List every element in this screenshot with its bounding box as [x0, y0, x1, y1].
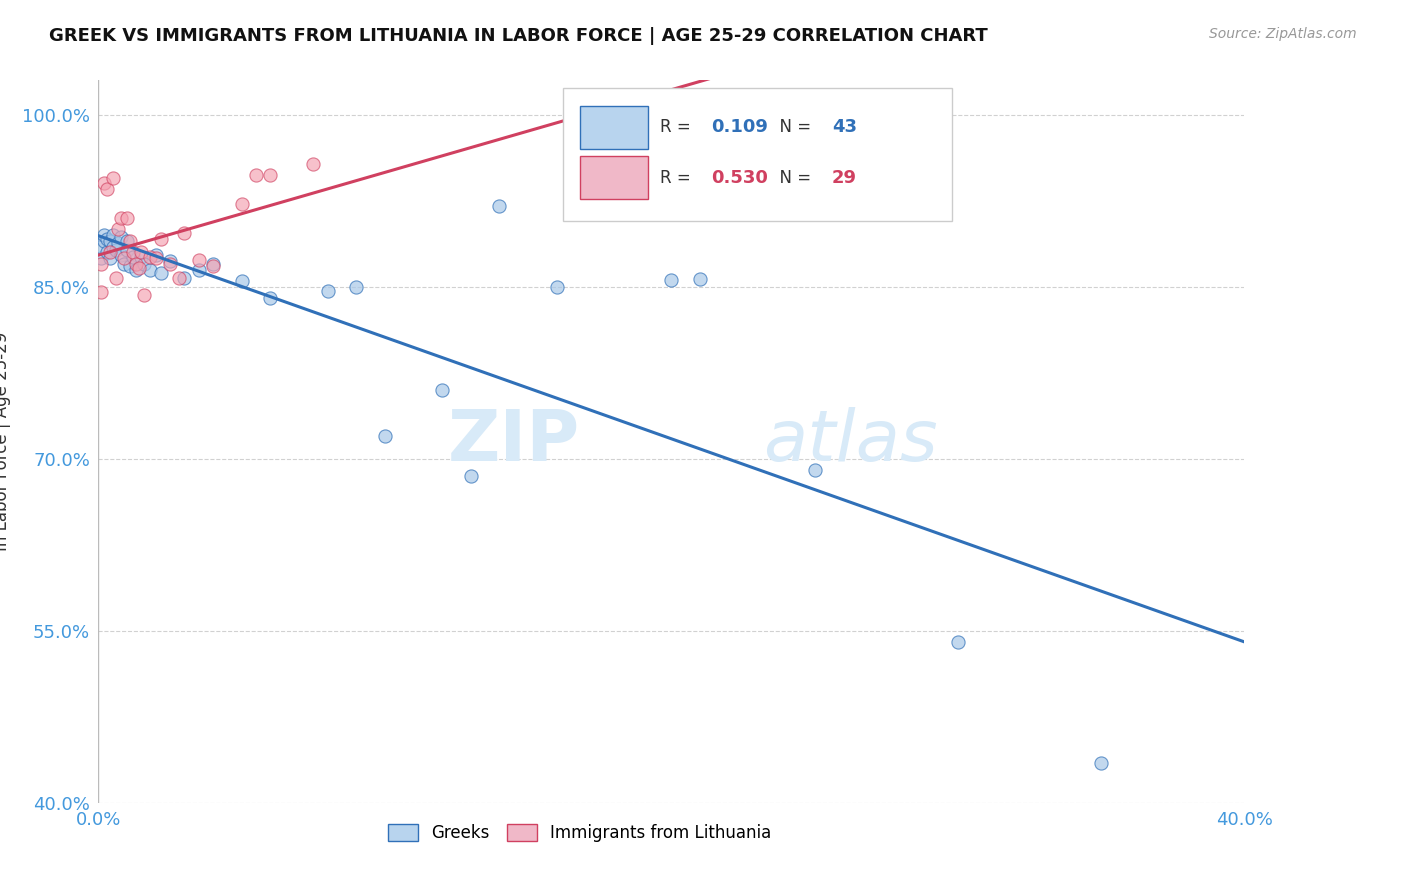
- Text: Source: ZipAtlas.com: Source: ZipAtlas.com: [1209, 27, 1357, 41]
- Point: [187, 262, 209, 277]
- FancyBboxPatch shape: [579, 105, 648, 149]
- Point: [259, 169, 281, 183]
- Point: [546, 279, 568, 293]
- Point: [107, 222, 129, 236]
- Point: [134, 257, 156, 271]
- Point: [134, 287, 156, 301]
- Point: [90, 257, 112, 271]
- Point: [96, 182, 118, 196]
- Text: R =: R =: [659, 169, 696, 186]
- Point: [104, 243, 127, 257]
- Point: [245, 169, 267, 183]
- Point: [96, 245, 118, 260]
- Point: [159, 254, 181, 268]
- Point: [316, 285, 339, 299]
- FancyBboxPatch shape: [562, 87, 952, 221]
- Point: [131, 245, 153, 260]
- Text: 0.530: 0.530: [711, 169, 768, 186]
- Point: [124, 262, 146, 277]
- Point: [118, 259, 141, 273]
- Point: [374, 429, 396, 443]
- Point: [145, 247, 167, 261]
- Point: [107, 236, 129, 251]
- Point: [93, 177, 115, 191]
- Point: [101, 170, 124, 185]
- Point: [803, 463, 825, 477]
- Point: [115, 211, 138, 225]
- Point: [488, 199, 510, 213]
- Point: [202, 257, 225, 271]
- Point: [231, 197, 253, 211]
- Point: [689, 271, 711, 285]
- Point: [118, 234, 141, 248]
- Point: [202, 259, 225, 273]
- Point: [259, 291, 281, 305]
- Text: GREEK VS IMMIGRANTS FROM LITHUANIA IN LABOR FORCE | AGE 25-29 CORRELATION CHART: GREEK VS IMMIGRANTS FROM LITHUANIA IN LA…: [49, 27, 988, 45]
- Point: [139, 262, 162, 277]
- Point: [112, 257, 135, 271]
- Point: [93, 234, 115, 248]
- Point: [104, 270, 127, 285]
- Point: [110, 211, 132, 225]
- Text: R =: R =: [659, 119, 696, 136]
- Point: [90, 251, 112, 265]
- Point: [1090, 756, 1112, 770]
- Point: [110, 230, 132, 244]
- Point: [90, 239, 112, 253]
- Point: [121, 250, 143, 264]
- Y-axis label: In Labor Force | Age 25-29: In Labor Force | Age 25-29: [0, 332, 11, 551]
- Point: [430, 383, 453, 397]
- Point: [187, 253, 209, 268]
- Point: [121, 245, 143, 260]
- FancyBboxPatch shape: [579, 156, 648, 200]
- Point: [661, 273, 683, 287]
- Point: [460, 469, 482, 483]
- Point: [101, 228, 124, 243]
- Text: ZIP: ZIP: [447, 407, 579, 476]
- Point: [98, 251, 121, 265]
- Point: [90, 285, 112, 300]
- Point: [98, 234, 121, 248]
- Text: N =: N =: [769, 119, 815, 136]
- Point: [302, 157, 325, 171]
- Point: [98, 245, 121, 260]
- Point: [145, 251, 167, 265]
- Point: [115, 234, 138, 248]
- Point: [124, 257, 146, 271]
- Point: [173, 270, 195, 285]
- Point: [173, 226, 195, 240]
- Point: [131, 250, 153, 264]
- Text: 0.109: 0.109: [711, 119, 768, 136]
- Point: [139, 250, 162, 264]
- Point: [110, 247, 132, 261]
- Point: [96, 231, 118, 245]
- Text: 29: 29: [832, 169, 856, 186]
- Point: [159, 257, 181, 271]
- Legend: Greeks, Immigrants from Lithuania: Greeks, Immigrants from Lithuania: [381, 817, 778, 848]
- Point: [101, 239, 124, 253]
- Text: 43: 43: [832, 119, 856, 136]
- Text: N =: N =: [769, 169, 815, 186]
- Point: [231, 274, 253, 288]
- Point: [167, 270, 190, 285]
- Point: [946, 635, 969, 649]
- Point: [150, 231, 173, 245]
- Point: [115, 243, 138, 257]
- Point: [344, 279, 367, 293]
- Point: [93, 228, 115, 243]
- Point: [150, 266, 173, 280]
- Point: [112, 251, 135, 265]
- Point: [128, 261, 150, 276]
- Text: atlas: atlas: [763, 407, 938, 476]
